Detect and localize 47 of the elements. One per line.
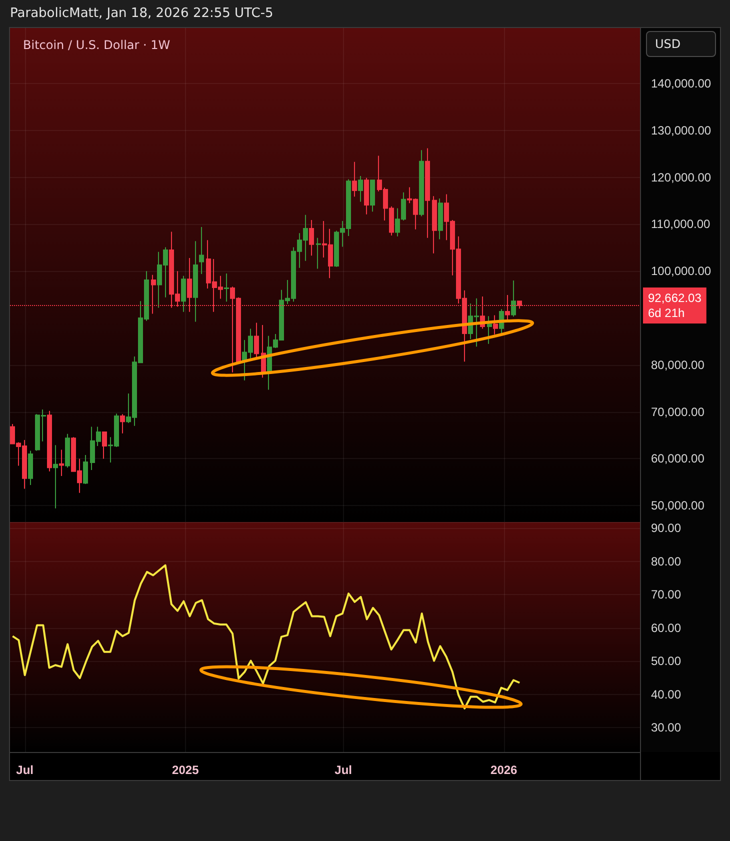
candlestick [102, 431, 107, 460]
x-tick-label: Jul [16, 763, 34, 777]
x-tick-label: 2025 [172, 763, 200, 777]
candlestick [254, 322, 259, 359]
y-tick-label: 50,000.00 [651, 498, 705, 513]
y-axis-title: USD [646, 31, 716, 57]
y-tick-label: 80.00 [651, 554, 682, 568]
x-tick-label: 2026 [490, 763, 518, 777]
candlestick [364, 177, 369, 215]
candlestick [487, 316, 492, 344]
y-tick-label: 100,000.00 [651, 264, 712, 278]
y-tick-label: 130,000.00 [651, 123, 712, 138]
y-tick-label: 70,000.00 [651, 404, 705, 419]
candlestick [419, 150, 424, 217]
y-tick-label: 60.00 [651, 620, 682, 635]
candlestick [193, 240, 198, 322]
line-series [12, 564, 521, 710]
candlestick [28, 450, 33, 486]
candlestick [511, 280, 516, 318]
candlestick [438, 198, 443, 240]
candlestick [358, 175, 363, 202]
candlestick [316, 237, 321, 270]
y-tick-label: 40.00 [651, 687, 682, 702]
y-tick-label: 50.00 [651, 654, 682, 668]
candlestick [224, 272, 229, 302]
text: 6d 21h [648, 306, 685, 320]
y-tick-label: 70.00 [651, 588, 682, 602]
candlestick [493, 314, 498, 335]
y-tick-label: 90.00 [651, 521, 682, 535]
y-tick-label: 30.00 [651, 720, 682, 735]
x-tick-label: Jul [334, 763, 352, 777]
chart-subtitle: ParabolicMatt, Jan 18, 2026 22:55 UTC-5 [10, 6, 274, 21]
text: Bitcoin / U.S. Dollar · 1W [23, 38, 170, 52]
candlestick [199, 226, 204, 274]
ref-line-label: 92,662.03 [648, 291, 702, 306]
candlestick [120, 414, 125, 434]
y-tick-label: 60,000.00 [651, 452, 705, 466]
y-tick-label: 140,000.00 [651, 76, 712, 91]
y-tick-label: 120,000.00 [651, 170, 712, 184]
candlestick [432, 196, 437, 254]
candlestick [83, 454, 88, 485]
candlestick [53, 444, 58, 509]
candlestick [370, 179, 375, 212]
candlestick [181, 275, 186, 312]
y-tick-label: 110,000.00 [651, 217, 710, 232]
candlestick [65, 433, 70, 468]
y-tick-label: 80,000.00 [651, 358, 705, 372]
